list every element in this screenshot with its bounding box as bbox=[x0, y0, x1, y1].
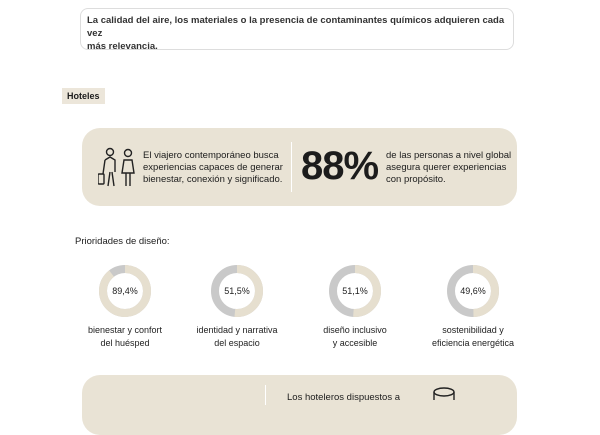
highlight-card bbox=[82, 128, 517, 206]
text-line: experiencias capaces de generar bbox=[143, 162, 283, 173]
intro-line: La calidad del aire, los materiales o la… bbox=[87, 15, 505, 39]
item-label: y accesible bbox=[333, 338, 378, 348]
stat: 88% bbox=[301, 144, 379, 188]
item-label: sostenibilidad y bbox=[442, 325, 504, 335]
intro-box: La calidad del aire, los materiales o la… bbox=[80, 8, 514, 52]
item-label: bienestar y confort bbox=[88, 325, 163, 335]
page: La calidad del aire, los materiales o la… bbox=[62, 8, 517, 435]
donut-label: 51,1% bbox=[342, 286, 368, 296]
text-line: bienestar, conexión y significado. bbox=[143, 174, 283, 185]
item-label: diseño inclusivo bbox=[323, 325, 387, 335]
donut-label: 51,5% bbox=[224, 286, 250, 296]
travelers-icon bbox=[98, 147, 135, 187]
priorities-title: Prioridades de diseño: bbox=[75, 236, 170, 247]
donut-arc bbox=[211, 265, 263, 317]
icon bbox=[433, 387, 455, 400]
donut-charts: 89,4% bienestar y confort del huésped 51,5%… bbox=[88, 265, 514, 348]
text-line: El viajero contemporáneo busca bbox=[143, 150, 279, 161]
section-tag: Hoteles bbox=[62, 88, 105, 104]
text-line: de las personas a nivel global bbox=[386, 150, 512, 161]
item-label: eficiencia energética bbox=[432, 338, 514, 348]
intro-line: más relevancia. bbox=[87, 41, 158, 52]
item-label: del espacio bbox=[214, 338, 260, 348]
donut-label: 49,6% bbox=[460, 286, 486, 296]
donut-arc bbox=[329, 265, 381, 317]
text-line: con propósito. bbox=[386, 174, 446, 185]
item-label: del huésped bbox=[100, 338, 149, 348]
item-label: identidad y narrativa bbox=[196, 325, 277, 335]
bottom-text: Los hoteleros dispuestos a bbox=[287, 392, 401, 403]
stat-text: de las personas a nivel global asegura q… bbox=[386, 150, 511, 186]
donut-arc bbox=[447, 265, 499, 317]
text-line: asegura querer experiencias bbox=[386, 162, 507, 173]
divider bbox=[291, 142, 292, 192]
donut-arc bbox=[99, 265, 151, 317]
donut-label: 89,4% bbox=[112, 286, 138, 296]
highlight-text: El viajero contemporáneo busca experienc… bbox=[143, 150, 283, 186]
divider bbox=[265, 385, 266, 405]
bottom-card bbox=[82, 375, 517, 435]
